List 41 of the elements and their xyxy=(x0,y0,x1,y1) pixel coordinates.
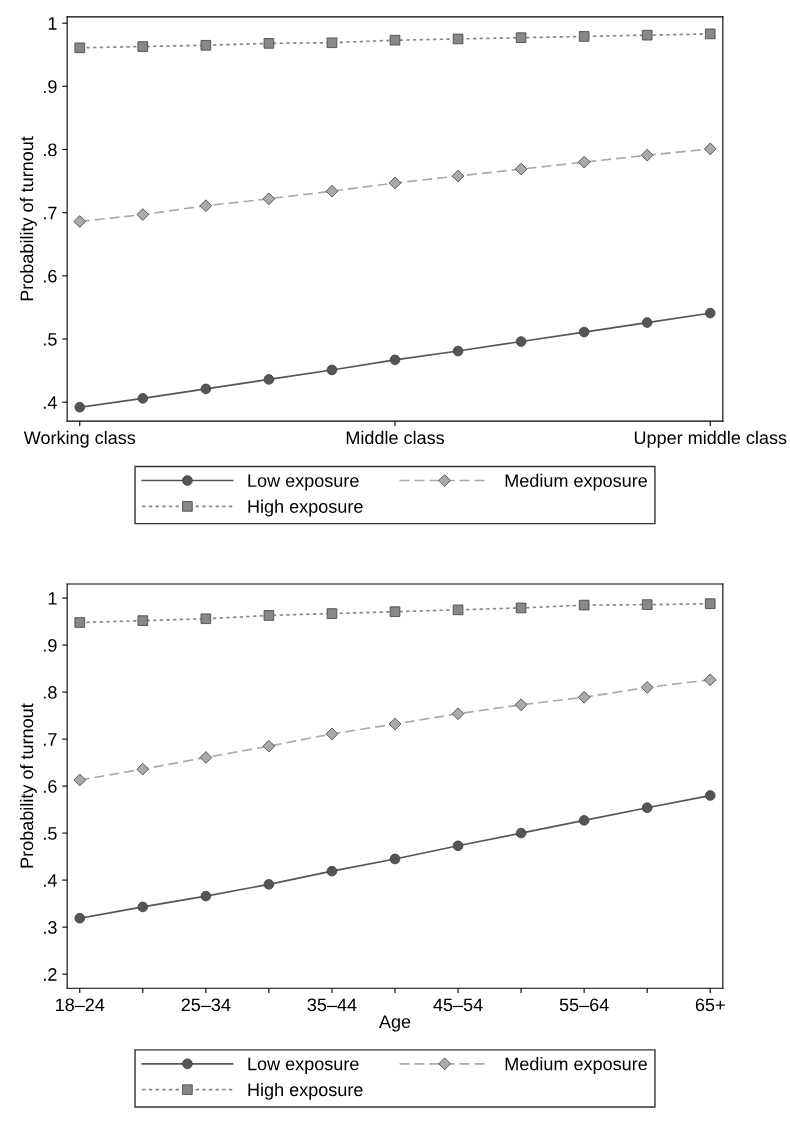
y-tick-label: .9 xyxy=(44,80,57,94)
legend-label: Medium exposure xyxy=(505,473,647,491)
y-tick-label: .5 xyxy=(44,333,57,346)
x-tick-label: Middle class xyxy=(346,430,445,445)
point xyxy=(515,32,527,43)
legend-label: Low exposure xyxy=(248,474,359,491)
x-tick-label: Upper middle class xyxy=(634,430,787,448)
y-tick-label: 1 xyxy=(48,17,57,30)
point xyxy=(452,33,464,45)
y-tick-label: 1 xyxy=(48,592,57,605)
point xyxy=(200,39,212,51)
x-tick-label: Working class xyxy=(23,430,136,448)
y-axis-title: Probability of turnout xyxy=(19,703,37,868)
legend-label: Medium exposure xyxy=(505,1057,647,1074)
legend-label: High exposure xyxy=(248,499,363,517)
y-tick-label: .5 xyxy=(44,827,57,840)
y-tick-label: .7 xyxy=(44,206,57,220)
x-tick-label: 45–54 xyxy=(433,998,483,1012)
x-tick-label: 55–64 xyxy=(559,998,609,1012)
y-tick-label: .3 xyxy=(44,921,57,934)
y-tick-label: .6 xyxy=(44,269,57,283)
y-tick-label: .2 xyxy=(44,968,57,981)
x-tick-label: 18–24 xyxy=(56,998,105,1012)
y-tick-label: .6 xyxy=(44,780,57,793)
point xyxy=(641,599,653,610)
y-tick-label: .9 xyxy=(44,639,57,652)
y-tick-label: .4 xyxy=(44,874,57,887)
point xyxy=(452,604,464,616)
y-axis-title: Probability of turnout xyxy=(19,136,37,301)
point xyxy=(704,28,716,40)
x-tick-label: 65+ xyxy=(695,998,725,1012)
x-tick-label: 35–44 xyxy=(307,998,357,1012)
legend-label: Low exposure xyxy=(248,1057,359,1074)
legend-label: High exposure xyxy=(248,1082,363,1100)
y-tick-label: .7 xyxy=(44,733,57,746)
x-tick-label: 25–34 xyxy=(181,998,231,1012)
x-axis-title: Age xyxy=(378,1015,411,1032)
point xyxy=(515,602,527,614)
y-tick-label: .4 xyxy=(44,396,57,409)
y-tick-label: .8 xyxy=(44,143,57,157)
y-tick-label: .8 xyxy=(44,686,57,699)
